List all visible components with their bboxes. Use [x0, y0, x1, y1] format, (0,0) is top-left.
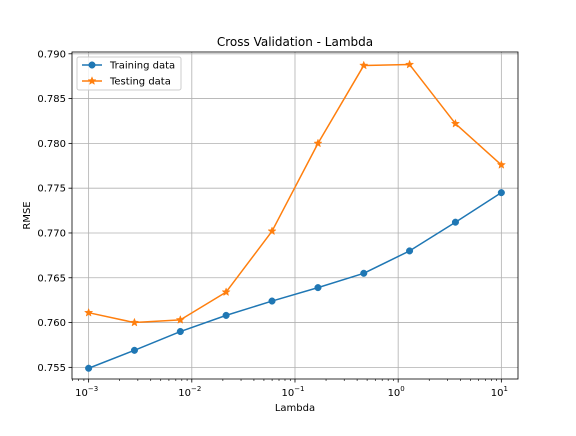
- data-point-testing-data: [175, 314, 185, 324]
- legend-marker-training-data: [88, 61, 96, 69]
- x-tick-label-exponent: −2: [191, 385, 201, 393]
- data-point-testing-data: [313, 138, 323, 148]
- x-tick-label: 10−1: [281, 385, 304, 399]
- data-point-training-data: [451, 218, 459, 226]
- x-tick-label-base: 10: [491, 388, 504, 399]
- y-tick-label: 0.775: [37, 184, 66, 195]
- legend-label-training-data: Training data: [109, 61, 175, 72]
- y-tick-label: 0.780: [37, 139, 66, 150]
- data-point-testing-data: [404, 59, 415, 69]
- y-tick-label: 0.790: [37, 49, 66, 60]
- x-tick-label: 10−2: [178, 385, 201, 399]
- data-point-testing-data: [496, 159, 507, 169]
- data-point-testing-data: [129, 317, 140, 327]
- y-tick-label: 0.770: [37, 228, 66, 239]
- legend-frame: [76, 56, 182, 91]
- x-tick-label-base: 10: [178, 388, 191, 399]
- data-point-testing-data: [450, 118, 461, 128]
- series-layer: [83, 59, 507, 372]
- x-tick-label-exponent: −3: [88, 385, 98, 393]
- chart-title: Cross Validation - Lambda: [217, 35, 373, 49]
- x-tick-label: 100: [388, 385, 405, 399]
- y-tick-label: 0.785: [37, 94, 66, 105]
- series-training-data: [85, 189, 505, 372]
- y-tick-label: 0.755: [37, 363, 66, 374]
- data-point-testing-data: [359, 60, 369, 70]
- data-point-training-data: [85, 364, 93, 372]
- y-tick-label: 0.760: [37, 318, 66, 329]
- data-point-training-data: [406, 247, 414, 255]
- series-line-testing-data: [88, 63, 502, 324]
- y-axis-label: RMSE: [22, 201, 33, 229]
- data-point-training-data: [360, 269, 368, 277]
- x-tick-label: 10−3: [75, 385, 98, 399]
- grid-layer: [72, 52, 518, 379]
- x-tick-label-base: 10: [75, 388, 88, 399]
- y-tick-label: 0.765: [37, 273, 66, 284]
- data-point-training-data: [268, 297, 276, 305]
- data-point-testing-data: [83, 307, 94, 317]
- x-tick-label-exponent: 0: [400, 385, 404, 393]
- legend: Training data Testing data: [76, 56, 182, 91]
- series-line-training-data: [88, 192, 502, 369]
- data-point-training-data: [314, 284, 322, 292]
- data-point-training-data: [222, 311, 230, 319]
- x-axis-label: Lambda: [275, 403, 315, 414]
- data-point-testing-data: [267, 226, 277, 236]
- tick-layer: 0.755 0.760 0.765 0.770 0.775 0.780 0.785 0.790…: [37, 49, 508, 399]
- data-point-training-data: [176, 327, 184, 336]
- x-tick-label-exponent: −1: [294, 385, 304, 393]
- series-testing-data: [83, 59, 507, 327]
- data-point-training-data: [130, 346, 138, 354]
- data-point-testing-data: [221, 287, 231, 297]
- x-tick-label-exponent: 1: [503, 385, 507, 393]
- data-point-training-data: [497, 189, 505, 197]
- legend-entries: Training data Testing data: [82, 61, 175, 88]
- x-tick-label-base: 10: [281, 388, 294, 399]
- legend-marker-testing-data: [87, 76, 97, 85]
- legend-label-testing-data: Testing data: [109, 77, 171, 88]
- x-tick-label: 101: [491, 385, 508, 399]
- x-tick-label-base: 10: [388, 388, 401, 399]
